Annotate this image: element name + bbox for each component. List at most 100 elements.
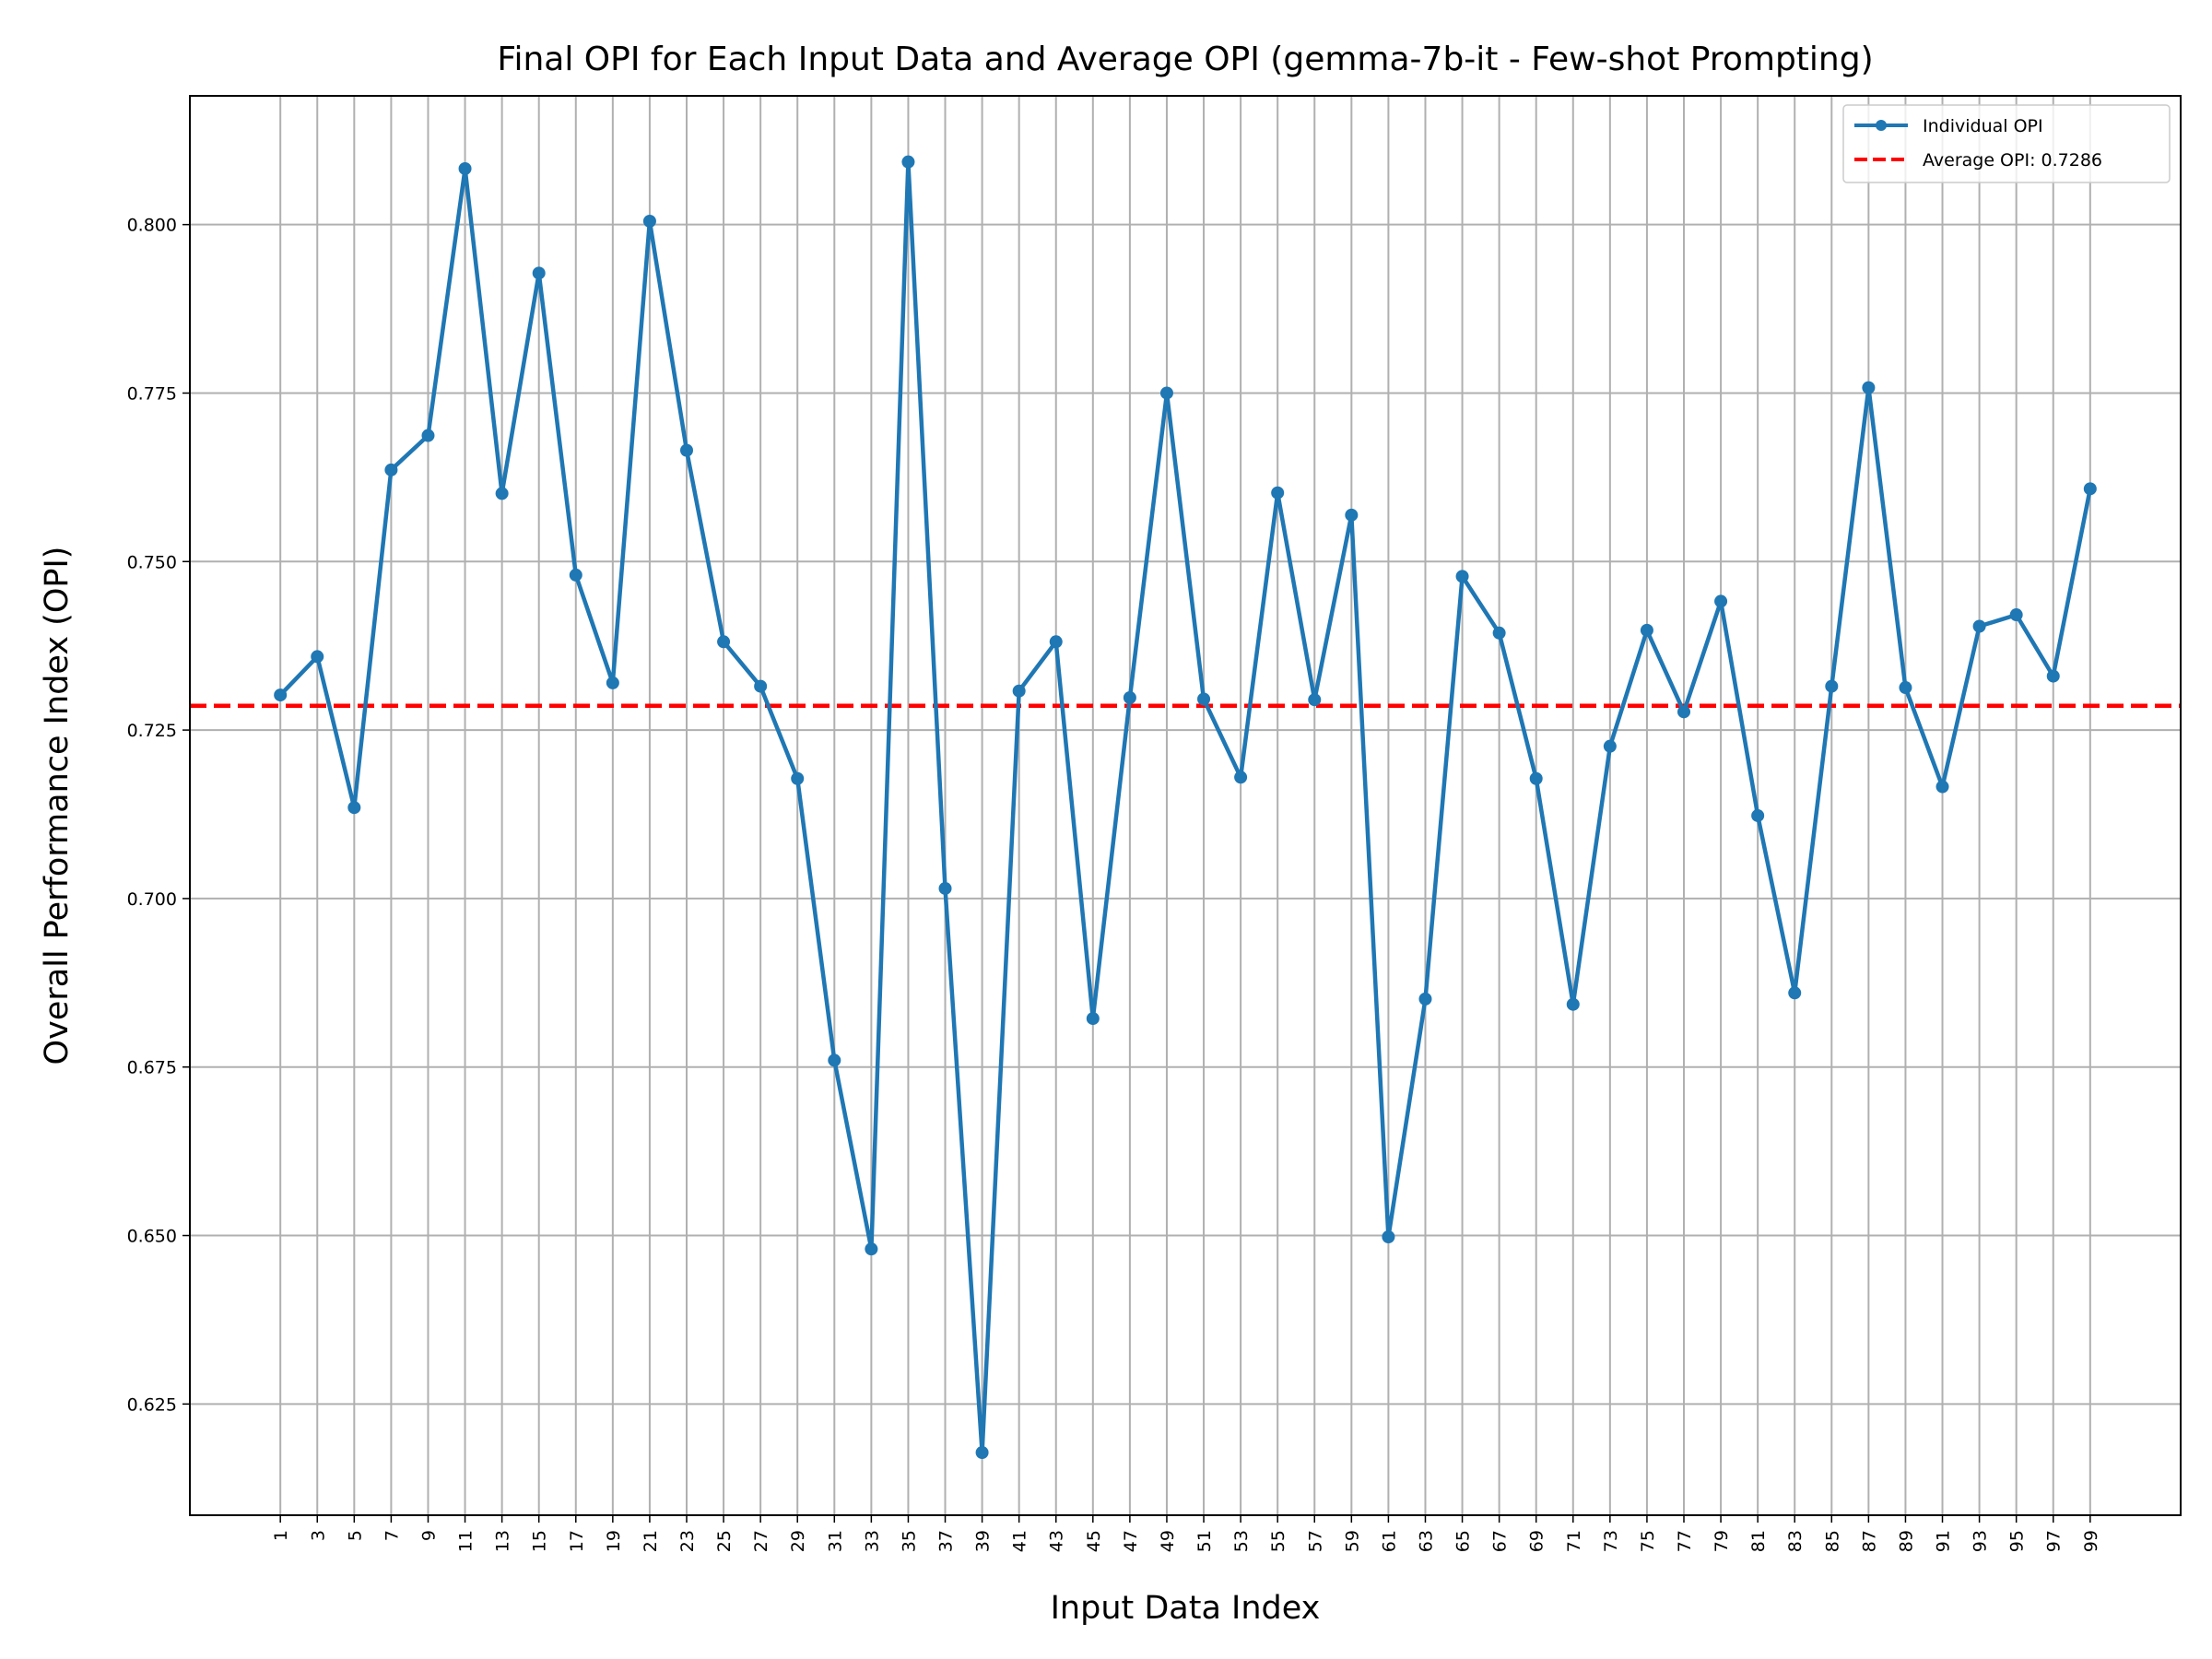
- y-tick-label: 0.725: [127, 721, 177, 741]
- x-tick-label: 21: [641, 1530, 661, 1552]
- x-tick-label: 9: [418, 1530, 439, 1541]
- data-point: [1603, 739, 1617, 753]
- data-point: [311, 650, 324, 664]
- x-tick-label: 83: [1785, 1530, 1806, 1552]
- x-tick-label: 77: [1675, 1530, 1695, 1552]
- legend-label-average-opi: Average OPI: 0.7286: [1923, 150, 2102, 171]
- data-point: [642, 215, 656, 229]
- data-point: [1271, 486, 1285, 500]
- data-point: [828, 1053, 841, 1067]
- x-tick-label: 53: [1231, 1530, 1252, 1552]
- data-point: [1788, 986, 1802, 1000]
- x-tick-label: 7: [382, 1530, 402, 1541]
- x-tick-label: 95: [2007, 1530, 2028, 1552]
- x-tick-label: 5: [345, 1530, 365, 1541]
- x-tick-label: 33: [862, 1530, 882, 1552]
- data-point: [1197, 692, 1211, 706]
- data-point: [2046, 669, 2060, 683]
- x-tick-label: 75: [1638, 1530, 1658, 1552]
- data-point: [1123, 691, 1136, 705]
- x-tick-label: 55: [1268, 1530, 1288, 1552]
- x-tick-label: 43: [1047, 1530, 1067, 1552]
- data-point: [569, 568, 582, 582]
- x-tick-label: 97: [2044, 1530, 2065, 1552]
- x-tick-label: 47: [1121, 1530, 1141, 1552]
- x-tick-label: 31: [825, 1530, 845, 1552]
- x-tick-label: 1: [271, 1530, 291, 1541]
- ticks: 1 3 5 7 9 11 13 15 17 19 21 23 25 27 29 31 33 35 37 39 41 43 4…: [127, 216, 2101, 1553]
- x-tick-label: 27: [751, 1530, 771, 1552]
- x-tick-label: 99: [2081, 1530, 2101, 1552]
- x-tick-label: 85: [1822, 1530, 1842, 1552]
- x-tick-label: 87: [1859, 1530, 1879, 1552]
- y-tick-label: 0.700: [127, 889, 177, 910]
- data-point: [1714, 594, 1728, 608]
- x-tick-label: 3: [308, 1530, 328, 1541]
- series-layer: [190, 155, 2181, 1459]
- gridlines: [190, 96, 2181, 1515]
- chart-title: Final OPI for Each Input Data and Averag…: [497, 41, 1873, 78]
- data-point: [1159, 386, 1173, 400]
- data-point: [1972, 619, 1986, 633]
- y-tick-label: 0.675: [127, 1058, 177, 1078]
- x-tick-label: 25: [714, 1530, 735, 1552]
- data-point: [938, 881, 952, 895]
- data-point: [1086, 1012, 1100, 1026]
- data-point: [1677, 705, 1691, 719]
- x-tick-label: 39: [973, 1530, 994, 1552]
- x-tick-label: 51: [1194, 1530, 1215, 1552]
- data-point: [495, 487, 509, 500]
- x-tick-label: 15: [530, 1530, 550, 1552]
- x-tick-label: 17: [567, 1530, 587, 1552]
- x-tick-label: 13: [493, 1530, 513, 1552]
- data-point: [1862, 381, 1876, 394]
- x-tick-label: 71: [1564, 1530, 1584, 1552]
- data-point: [421, 429, 435, 442]
- data-point: [1234, 771, 1248, 784]
- legend: Individual OPI Average OPI: 0.7286: [1842, 104, 2171, 183]
- data-point: [1529, 771, 1543, 785]
- y-tick-label: 0.650: [127, 1227, 177, 1247]
- data-point: [1012, 684, 1026, 698]
- plot-frame: [189, 95, 2182, 1516]
- data-point: [791, 771, 805, 785]
- legend-marker-individual-opi: [1876, 120, 1887, 131]
- x-tick-label: 89: [1896, 1530, 1916, 1552]
- data-point: [1382, 1230, 1395, 1243]
- data-point: [2009, 608, 2023, 622]
- data-point: [1899, 681, 1912, 695]
- y-tick-label: 0.750: [127, 552, 177, 572]
- data-point: [679, 443, 693, 457]
- data-point: [2083, 482, 2097, 496]
- x-tick-label: 81: [1748, 1530, 1769, 1552]
- data-point: [1049, 635, 1063, 649]
- x-tick-label: 19: [604, 1530, 624, 1552]
- data-point: [1418, 992, 1432, 1006]
- data-point: [1566, 997, 1580, 1011]
- data-point: [1308, 693, 1322, 707]
- x-tick-label: 61: [1379, 1530, 1399, 1552]
- data-point: [1492, 626, 1506, 640]
- data-point: [532, 266, 546, 280]
- y-tick-label: 0.800: [127, 216, 177, 236]
- data-point: [274, 688, 288, 702]
- legend-box: [1842, 104, 2171, 183]
- y-tick-label: 0.625: [127, 1394, 177, 1415]
- x-tick-label: 37: [936, 1530, 957, 1552]
- data-point: [717, 635, 731, 649]
- x-tick-label: 11: [456, 1530, 477, 1552]
- x-tick-label: 45: [1084, 1530, 1104, 1552]
- x-tick-label: 63: [1416, 1530, 1436, 1552]
- x-tick-label: 67: [1490, 1530, 1511, 1552]
- data-point: [1640, 623, 1653, 637]
- individual-opi-line: [278, 159, 2093, 1455]
- x-tick-label: 69: [1527, 1530, 1547, 1552]
- x-tick-label: 79: [1712, 1530, 1732, 1552]
- data-point: [901, 155, 915, 169]
- data-point: [1936, 780, 1949, 794]
- x-axis-label: Input Data Index: [1051, 1590, 1321, 1627]
- x-tick-label: 93: [1971, 1530, 1991, 1552]
- y-tick-label: 0.775: [127, 383, 177, 404]
- data-point: [1455, 570, 1469, 583]
